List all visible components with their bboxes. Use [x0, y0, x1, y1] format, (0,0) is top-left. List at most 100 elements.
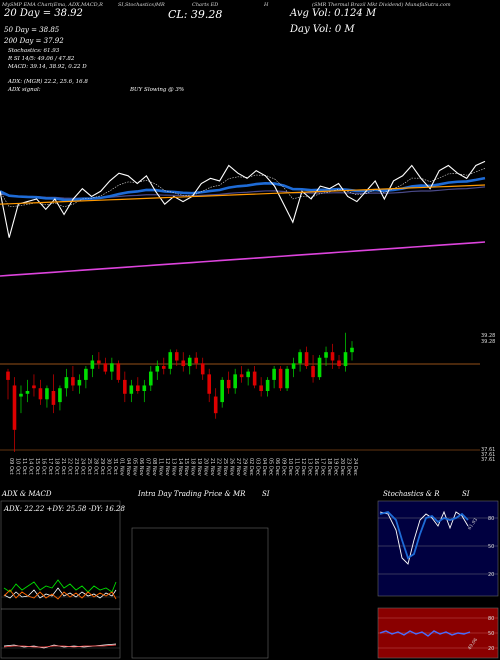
date-tick-label: 16 Dec — [313, 458, 319, 476]
candles — [6, 332, 354, 452]
price-label-top-1: 39.28 — [481, 333, 495, 339]
date-tick-label: 23 Dec — [346, 458, 352, 476]
ema50-label: 50 Day = 38.85 — [4, 26, 60, 34]
date-tick-label: 20 Nov — [203, 458, 209, 476]
candle-body — [77, 379, 82, 386]
candle-body — [194, 357, 199, 364]
date-tick-label: 06 Dec — [274, 458, 280, 476]
date-tick-label: 12 Nov — [164, 458, 170, 476]
candle-body — [233, 374, 237, 389]
ema-chart — [0, 160, 486, 277]
date-tick-label: 14 Nov — [177, 458, 183, 476]
day-volume-label: Day Vol: 0 M — [290, 24, 355, 35]
stoch-label-80: 80 — [488, 516, 494, 522]
date-tick-label: 03 Dec — [255, 458, 261, 476]
candle-body — [324, 352, 328, 358]
date-tick-label: 11 Oct — [21, 458, 27, 475]
candle-body — [174, 352, 179, 361]
date-tick-label: 15 Oct — [34, 458, 40, 475]
candle-body — [343, 352, 348, 367]
close-price-label: CL: 39.28 — [168, 8, 223, 21]
ema-band-outer — [0, 186, 486, 199]
date-tick-label: 18 Nov — [190, 458, 196, 476]
date-tick-label: 13 Nov — [170, 458, 176, 476]
candle-body — [181, 360, 186, 367]
candle-body — [123, 379, 127, 394]
date-tick-label: 09 Oct — [8, 458, 14, 475]
candle-body — [265, 379, 270, 391]
date-tick-label: 01 Nov — [118, 458, 124, 476]
candle-body — [148, 371, 153, 386]
candle-body — [317, 357, 322, 378]
candle-body — [32, 385, 36, 389]
stoch-d-line — [379, 511, 469, 560]
avg-volume-label: Avg Vol: 0.124 M — [290, 8, 377, 19]
rsi-label-20: 20 — [488, 646, 494, 652]
date-tick-label: 27 Nov — [235, 458, 241, 476]
date-ticks: 09 Oct 10 Oct 11 Oct 14 Oct 15 Oct 16 Oct 17 O… — [8, 458, 358, 476]
date-tick-label: 17 Oct — [47, 458, 53, 475]
candle-body — [45, 388, 49, 400]
candle-body — [161, 366, 166, 369]
date-tick-label: 13 Dec — [307, 458, 313, 476]
candle-body — [38, 388, 43, 400]
date-tick-label: 04 Dec — [261, 458, 267, 476]
ema-short-line — [0, 176, 486, 202]
candle-body — [116, 363, 121, 380]
date-tick-label: 31 Oct — [112, 458, 118, 475]
ema-mid-line — [0, 184, 486, 205]
candle-body — [71, 377, 75, 386]
candlestick-chart: 39.28 39.28 37.61 37.61 37.61 — [0, 332, 495, 463]
candle-body — [252, 371, 257, 386]
date-tick-label: 21 Nov — [209, 458, 215, 476]
date-tick-label: 23 Oct — [73, 458, 79, 475]
candle-body — [51, 391, 56, 405]
price-line — [0, 160, 486, 238]
date-tick-label: 10 Oct — [14, 458, 20, 475]
stoch-panel — [377, 500, 499, 597]
date-tick-label: 12 Dec — [300, 458, 306, 476]
ema-long-line — [0, 241, 486, 277]
candle-body — [84, 368, 88, 380]
date-tick-label: 25 Nov — [222, 458, 228, 476]
date-tick-label: 10 Dec — [287, 458, 293, 476]
date-tick-label: 09 Dec — [281, 458, 287, 476]
date-tick-label: 20 Dec — [339, 458, 345, 476]
candle-body — [19, 393, 23, 397]
macd-label: MACD: 39.14, 38.92, 0.22 D — [8, 64, 87, 70]
date-tick-label: 11 Nov — [157, 458, 163, 476]
date-tick-label: 08 Nov — [151, 458, 157, 476]
price-label-top-2: 39.28 — [481, 339, 495, 345]
date-tick-label: 11 Dec — [294, 458, 300, 476]
ema200-label: 200 Day = 37.92 — [4, 37, 64, 45]
candle-body — [64, 377, 69, 389]
date-tick-label: 29 Oct — [99, 458, 105, 475]
candle-body — [291, 363, 296, 369]
header-title-right: Charts ED — [192, 2, 219, 8]
adx-line — [3, 587, 117, 599]
candle-body — [155, 366, 160, 372]
date-tick-label: 04 Nov — [125, 458, 131, 476]
candle-body — [330, 352, 335, 361]
adx-panel — [0, 500, 121, 659]
candle-body — [12, 385, 17, 430]
candle-body — [311, 366, 315, 378]
date-tick-label: 21 Oct — [60, 458, 66, 475]
adx-panel-title: ADX & MACD — [2, 490, 52, 498]
candle-body — [278, 368, 283, 389]
price-label-bot-1: 37.61 — [481, 447, 495, 453]
header-title-h: H — [264, 2, 269, 8]
date-tick-label: 28 Oct — [92, 458, 98, 475]
stoch-label-20: 20 — [488, 572, 494, 578]
candle-body — [187, 357, 192, 367]
candle-body — [168, 352, 173, 369]
candle-body — [142, 385, 147, 391]
candle-body — [25, 391, 30, 394]
candle-body — [259, 385, 263, 391]
candle-body — [239, 374, 244, 378]
date-tick-label: 18 Dec — [326, 458, 332, 476]
date-tick-label: 22 Nov — [216, 458, 222, 476]
stochastics-label: Stochastics: 61.93 — [8, 48, 60, 54]
date-tick-label: 02 Dec — [248, 458, 254, 476]
adx-values: ADX: 22.22 +DY: 25.58 -DY: 16.28 — [3, 505, 125, 513]
